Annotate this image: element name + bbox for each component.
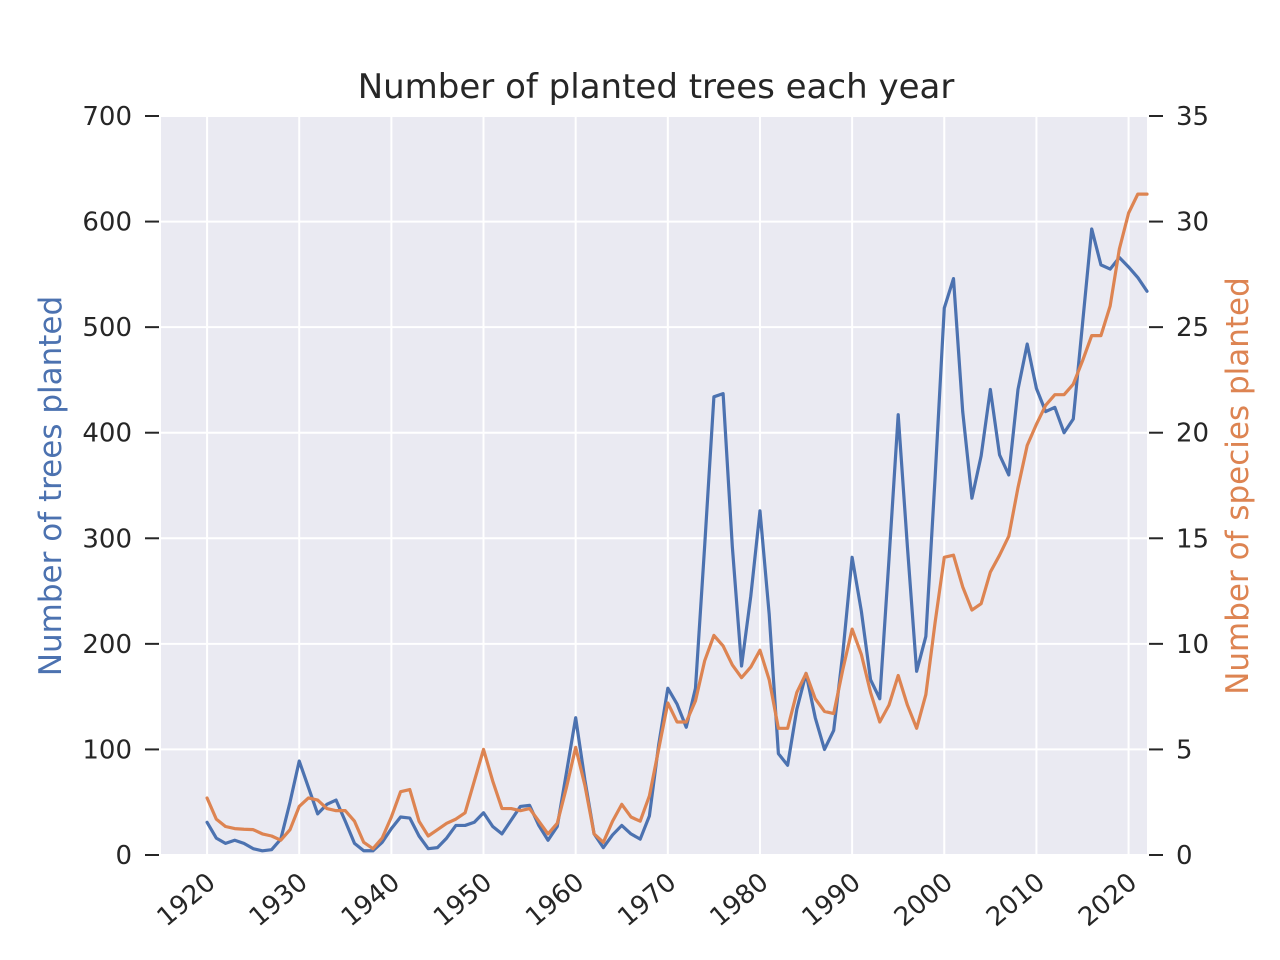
y-left-tick-label: 400 — [82, 419, 132, 449]
series-lines — [205, 192, 1149, 853]
y-left-tick-label: 300 — [82, 524, 132, 554]
x-tick-label: 2020 — [1073, 867, 1143, 933]
x-tick-label: 1920 — [152, 867, 222, 933]
y-right-tick-label: 10 — [1176, 630, 1209, 660]
chart-title: Number of planted trees each year — [358, 67, 955, 107]
y-axis-right-label: Number of species planted — [1220, 277, 1256, 695]
y-right-tick-label: 30 — [1176, 208, 1209, 238]
series-line-trees — [205, 227, 1149, 853]
y-left-tick-label: 600 — [82, 208, 132, 238]
y-axis-left-label: Number of trees planted — [33, 296, 69, 676]
x-tick-label: 2000 — [889, 867, 959, 933]
x-tick-label: 1930 — [244, 867, 314, 933]
x-tick-label: 1970 — [612, 867, 682, 933]
x-tick-label: 1960 — [520, 867, 590, 933]
y-right-tick-label: 20 — [1176, 419, 1209, 449]
y-left-tick-label: 0 — [115, 841, 132, 871]
series-line-species — [205, 192, 1149, 851]
y-right-tick-label: 35 — [1176, 102, 1209, 132]
x-tick-label: 1980 — [704, 867, 774, 933]
y-left-tick-label: 200 — [82, 630, 132, 660]
y-left-tick-label: 500 — [82, 313, 132, 343]
y-left-tick-label: 700 — [82, 102, 132, 132]
gridlines — [161, 115, 1147, 856]
y-right-tick-label: 0 — [1176, 841, 1193, 871]
plot-area-background — [161, 116, 1147, 855]
x-tick-label: 1950 — [428, 867, 498, 933]
x-tick-label: 2010 — [981, 867, 1051, 933]
y-right-tick-label: 25 — [1176, 313, 1209, 343]
y-left-tick-label: 100 — [82, 735, 132, 765]
y-right-tick-label: 5 — [1176, 735, 1193, 765]
y-right-tick-label: 15 — [1176, 524, 1209, 554]
x-tick-label: 1990 — [797, 867, 867, 933]
x-tick-label: 1940 — [336, 867, 406, 933]
